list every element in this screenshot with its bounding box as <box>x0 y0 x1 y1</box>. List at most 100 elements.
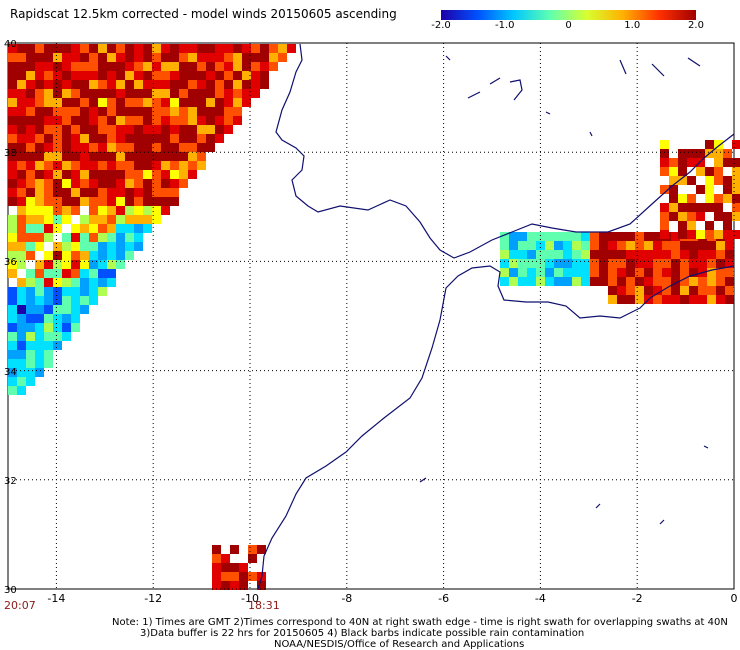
wind-cell <box>17 260 26 269</box>
wind-cell <box>221 563 230 572</box>
wind-cell <box>26 224 35 233</box>
wind-cell <box>71 179 80 188</box>
wind-cell <box>563 232 572 241</box>
wind-cell <box>188 134 197 143</box>
wind-cell <box>26 152 35 161</box>
wind-cell <box>714 140 723 149</box>
wind-cell <box>206 107 215 116</box>
wind-cell <box>518 268 527 277</box>
wind-cell <box>188 107 197 116</box>
wind-cell <box>269 44 278 53</box>
wind-cell <box>44 107 53 116</box>
wind-cell <box>653 259 662 268</box>
wind-cell <box>98 179 107 188</box>
wind-cell <box>545 232 554 241</box>
wind-cell <box>116 215 125 224</box>
wind-cell <box>8 89 17 98</box>
y-tick-label: 38 <box>4 148 17 160</box>
wind-cell <box>152 179 161 188</box>
wind-cell <box>98 53 107 62</box>
wind-cell <box>17 278 26 287</box>
wind-cell <box>215 62 224 71</box>
x-tick-label: -6 <box>438 592 450 605</box>
wind-cell <box>716 241 725 250</box>
wind-cell <box>725 241 734 250</box>
wind-cell <box>660 203 669 212</box>
wind-cell <box>44 197 53 206</box>
wind-cell <box>188 170 197 179</box>
wind-cell <box>8 179 17 188</box>
swath-time-right: 18:31 <box>248 599 280 612</box>
wind-cell <box>107 62 116 71</box>
wind-cell <box>500 277 509 286</box>
wind-cell <box>215 71 224 80</box>
wind-cell <box>116 134 125 143</box>
wind-cell <box>53 242 62 251</box>
wind-cell <box>8 44 17 53</box>
wind-cell <box>714 194 723 203</box>
wind-cell <box>233 116 242 125</box>
wind-cell <box>17 341 26 350</box>
wind-cell <box>224 125 233 134</box>
wind-cell <box>35 224 44 233</box>
wind-cell <box>80 287 89 296</box>
wind-cell <box>26 143 35 152</box>
wind-cell <box>143 107 152 116</box>
wind-cell <box>212 563 221 572</box>
wind-cell <box>161 143 170 152</box>
wind-cell <box>215 98 224 107</box>
wind-cell <box>563 241 572 250</box>
wind-cell <box>143 161 152 170</box>
wind-cell <box>107 161 116 170</box>
wind-cell <box>107 233 116 242</box>
wind-cell <box>696 158 705 167</box>
wind-cell <box>161 71 170 80</box>
wind-cell <box>134 152 143 161</box>
wind-cell <box>239 572 248 581</box>
wind-cell <box>669 185 678 194</box>
wind-cell <box>698 286 707 295</box>
wind-cell <box>62 179 71 188</box>
wind-cell <box>134 134 143 143</box>
wind-cell <box>653 241 662 250</box>
wind-cell <box>572 232 581 241</box>
wind-cell <box>107 98 116 107</box>
wind-cell <box>179 80 188 89</box>
wind-cell <box>35 179 44 188</box>
wind-cell <box>35 161 44 170</box>
wind-cell <box>71 80 80 89</box>
wind-cell <box>26 368 35 377</box>
wind-cell <box>732 230 740 239</box>
wind-cell <box>143 224 152 233</box>
wind-cell <box>644 259 653 268</box>
wind-cell <box>242 89 251 98</box>
wind-cell <box>116 71 125 80</box>
wind-cell <box>161 188 170 197</box>
wind-cell <box>170 98 179 107</box>
wind-cell <box>197 80 206 89</box>
wind-cell <box>44 71 53 80</box>
wind-cell <box>599 259 608 268</box>
wind-cell <box>62 143 71 152</box>
wind-cell <box>26 359 35 368</box>
wind-cell <box>608 268 617 277</box>
wind-cell <box>125 71 134 80</box>
wind-cell <box>116 233 125 242</box>
wind-cell <box>71 89 80 98</box>
wind-cell <box>116 251 125 260</box>
wind-cell <box>635 232 644 241</box>
wind-cell <box>716 286 725 295</box>
wind-cell <box>8 341 17 350</box>
wind-cell <box>221 554 230 563</box>
wind-cell <box>143 44 152 53</box>
wind-cell <box>608 295 617 304</box>
wind-cell <box>107 251 116 260</box>
wind-cell <box>188 116 197 125</box>
wind-cell <box>671 250 680 259</box>
wind-cell <box>80 89 89 98</box>
wind-cell <box>669 176 678 185</box>
wind-cell <box>26 188 35 197</box>
wind-cell <box>161 197 170 206</box>
wind-cell <box>248 545 257 554</box>
wind-cell <box>26 323 35 332</box>
